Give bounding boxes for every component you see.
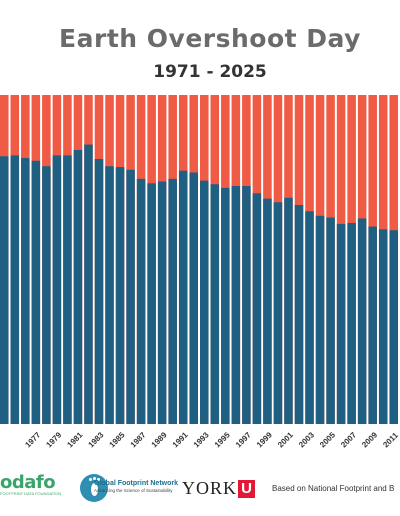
bar-1982: [73, 149, 83, 425]
bar-2000: [263, 198, 272, 424]
bar-1978: [31, 160, 41, 425]
bar-1992: [178, 170, 188, 424]
bar-1984: [94, 159, 104, 424]
x-tick-label: 1983: [87, 430, 106, 449]
bar-1980: [52, 155, 62, 424]
x-tick-label: 2009: [360, 430, 379, 449]
x-tick-label: 1981: [65, 430, 84, 449]
x-tick-label: 1979: [44, 430, 63, 449]
x-tick-label: 2011: [381, 430, 400, 449]
x-tick-label: 2007: [339, 430, 358, 449]
bar-1989: [147, 183, 156, 424]
bar-1995: [210, 184, 220, 424]
bar-1997: [231, 186, 241, 424]
bar-2009: [357, 218, 367, 424]
x-tick-label: 1993: [192, 430, 211, 449]
x-tick-label: 1987: [129, 430, 148, 449]
bar-1999: [252, 193, 262, 424]
bar-2006: [326, 217, 335, 424]
bar-1993: [189, 172, 198, 424]
bar-1991: [168, 178, 177, 424]
chart-title: Earth Overshoot Day: [59, 24, 361, 53]
x-tick-label: 1977: [23, 430, 42, 449]
bar-1994: [200, 180, 209, 424]
bar-2001: [273, 202, 283, 424]
footer-logos: odafo FOOTPRINT DATA FOUNDATION Global F…: [0, 468, 400, 516]
bar-1983: [84, 144, 93, 424]
bar-1979: [42, 166, 51, 424]
x-tick-label: 2003: [297, 430, 316, 449]
foda-logo-tagline: FOOTPRINT DATA FOUNDATION: [0, 491, 62, 496]
bar-2005: [315, 215, 325, 424]
bar-1981: [63, 155, 72, 424]
bar-1988: [136, 178, 146, 424]
x-tick-label: 1991: [171, 430, 190, 449]
x-tick-label: 1989: [150, 430, 169, 449]
bar-1987: [126, 169, 135, 424]
bar-1977: [21, 158, 30, 424]
gfn-logo-tagline: Advancing the Science of Sustainability: [94, 488, 173, 493]
bar-2004: [305, 211, 314, 424]
bar-1986: [115, 167, 125, 425]
bar-2012: [389, 230, 398, 424]
bar-1976: [10, 155, 20, 424]
bar-2007: [336, 223, 346, 424]
york-logo: YORK U: [182, 478, 256, 499]
bar-1998: [242, 186, 251, 424]
foda-logo: odafo FOOTPRINT DATA FOUNDATION: [0, 472, 61, 496]
x-tick-label: 1995: [213, 430, 232, 449]
bar-2010: [368, 226, 377, 424]
bar-1985: [105, 166, 114, 424]
data-source-note: Based on National Footprint and B: [272, 484, 395, 493]
bar-1996: [221, 187, 230, 424]
bar-2002: [284, 197, 293, 424]
york-logo-text: YORK: [182, 478, 238, 498]
x-tick-label: 2005: [318, 430, 337, 449]
bar-2003: [294, 204, 304, 424]
bar-2011: [378, 229, 388, 424]
bar-2008: [347, 222, 356, 424]
x-tick-label: 1985: [108, 430, 127, 449]
bar-1990: [157, 181, 167, 424]
chart-subtitle: 1971 - 2025: [153, 62, 267, 82]
x-tick-label: 1997: [234, 430, 253, 449]
bar-1975: [0, 156, 9, 425]
foda-logo-mark: odafo: [0, 472, 56, 493]
gfn-logo-name: Global Footprint Network: [94, 480, 178, 487]
footprint-icon: [80, 474, 108, 502]
x-tick-label: 2001: [276, 430, 295, 449]
york-logo-u: U: [238, 479, 256, 498]
x-tick-label: 1999: [255, 430, 274, 449]
